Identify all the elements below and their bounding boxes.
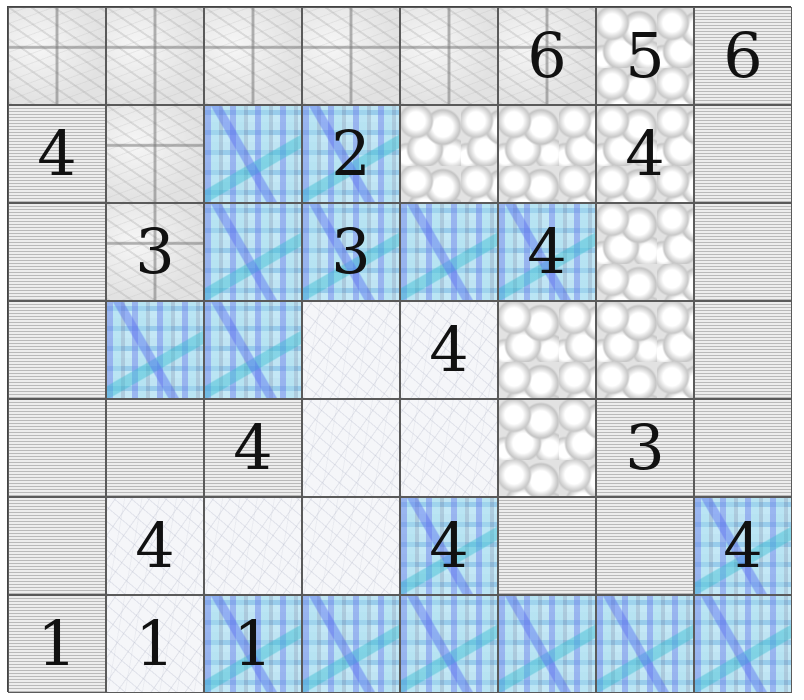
board-cell-r3-c2[interactable]: 3	[106, 203, 204, 301]
cell-number: 6	[527, 19, 567, 92]
board-cell-r2-c2[interactable]	[106, 105, 204, 203]
board-cell-r2-c7[interactable]: 4	[596, 105, 694, 203]
board-cell-r7-c6[interactable]	[498, 595, 596, 693]
board-cell-r1-c6[interactable]: 6	[498, 7, 596, 105]
board-cell-r4-c1[interactable]	[8, 301, 106, 399]
board-cell-r5-c3[interactable]: 4	[204, 399, 302, 497]
board-cell-r1-c7[interactable]: 5	[596, 7, 694, 105]
board-cell-r3-c4[interactable]: 3	[302, 203, 400, 301]
cell-number: 4	[37, 117, 77, 190]
board-cell-r4-c2[interactable]	[106, 301, 204, 399]
cell-number: 6	[723, 19, 763, 92]
board-cell-r2-c5[interactable]	[400, 105, 498, 203]
cell-number: 3	[331, 215, 371, 288]
board-cell-r1-c3[interactable]	[204, 7, 302, 105]
board-cell-r4-c6[interactable]	[498, 301, 596, 399]
board-cell-r4-c7[interactable]	[596, 301, 694, 399]
board-cell-r4-c3[interactable]	[204, 301, 302, 399]
cell-number: 5	[625, 19, 665, 92]
cell-number: 4	[429, 509, 469, 582]
board-cell-r3-c1[interactable]	[8, 203, 106, 301]
board-cell-r4-c5[interactable]: 4	[400, 301, 498, 399]
board-cell-r7-c3[interactable]: 1	[204, 595, 302, 693]
board-cell-r7-c8[interactable]	[694, 595, 792, 693]
cell-number: 2	[331, 117, 371, 190]
board-cell-r3-c3[interactable]	[204, 203, 302, 301]
cell-number: 4	[527, 215, 567, 288]
board-cell-r6-c7[interactable]	[596, 497, 694, 595]
board-cell-r2-c1[interactable]: 4	[8, 105, 106, 203]
cell-number: 4	[723, 509, 763, 582]
board-cell-r2-c4[interactable]: 2	[302, 105, 400, 203]
board-cell-r5-c5[interactable]	[400, 399, 498, 497]
board-cell-r1-c8[interactable]: 6	[694, 7, 792, 105]
board-cell-r6-c8[interactable]: 4	[694, 497, 792, 595]
board-cell-r3-c6[interactable]: 4	[498, 203, 596, 301]
board-cell-r6-c2[interactable]: 4	[106, 497, 204, 595]
board-cell-r2-c3[interactable]	[204, 105, 302, 203]
board-cell-r5-c8[interactable]	[694, 399, 792, 497]
board-cell-r1-c1[interactable]	[8, 7, 106, 105]
board-cell-r1-c2[interactable]	[106, 7, 204, 105]
board-cell-r1-c4[interactable]	[302, 7, 400, 105]
board-cell-r5-c1[interactable]	[8, 399, 106, 497]
board-cell-r3-c7[interactable]	[596, 203, 694, 301]
board-cell-r2-c8[interactable]	[694, 105, 792, 203]
board-cell-r3-c5[interactable]	[400, 203, 498, 301]
cell-number: 4	[429, 313, 469, 386]
board-cell-r7-c1[interactable]: 1	[8, 595, 106, 693]
board-cell-r4-c4[interactable]	[302, 301, 400, 399]
board-cell-r7-c4[interactable]	[302, 595, 400, 693]
cell-number: 3	[135, 215, 175, 288]
cell-number: 4	[233, 411, 273, 484]
board-cell-r5-c4[interactable]	[302, 399, 400, 497]
board-cell-r7-c7[interactable]	[596, 595, 694, 693]
board-cell-r5-c7[interactable]: 3	[596, 399, 694, 497]
board-cell-r6-c5[interactable]: 4	[400, 497, 498, 595]
board-cell-r6-c1[interactable]	[8, 497, 106, 595]
board-cell-r6-c6[interactable]	[498, 497, 596, 595]
cell-number: 4	[135, 509, 175, 582]
board-cell-r7-c5[interactable]	[400, 595, 498, 693]
board-cell-r6-c3[interactable]	[204, 497, 302, 595]
cell-number: 3	[625, 411, 665, 484]
cell-number: 1	[135, 607, 175, 680]
board-cell-r3-c8[interactable]	[694, 203, 792, 301]
board-cell-r7-c2[interactable]: 1	[106, 595, 204, 693]
board-cell-r6-c4[interactable]	[302, 497, 400, 595]
cell-number: 1	[233, 607, 273, 680]
board-cell-r5-c6[interactable]	[498, 399, 596, 497]
board-cell-r1-c5[interactable]	[400, 7, 498, 105]
board-cell-r4-c8[interactable]	[694, 301, 792, 399]
cell-number: 1	[37, 607, 77, 680]
board-cell-r2-c6[interactable]	[498, 105, 596, 203]
cell-number: 4	[625, 117, 665, 190]
board-cell-r5-c2[interactable]	[106, 399, 204, 497]
